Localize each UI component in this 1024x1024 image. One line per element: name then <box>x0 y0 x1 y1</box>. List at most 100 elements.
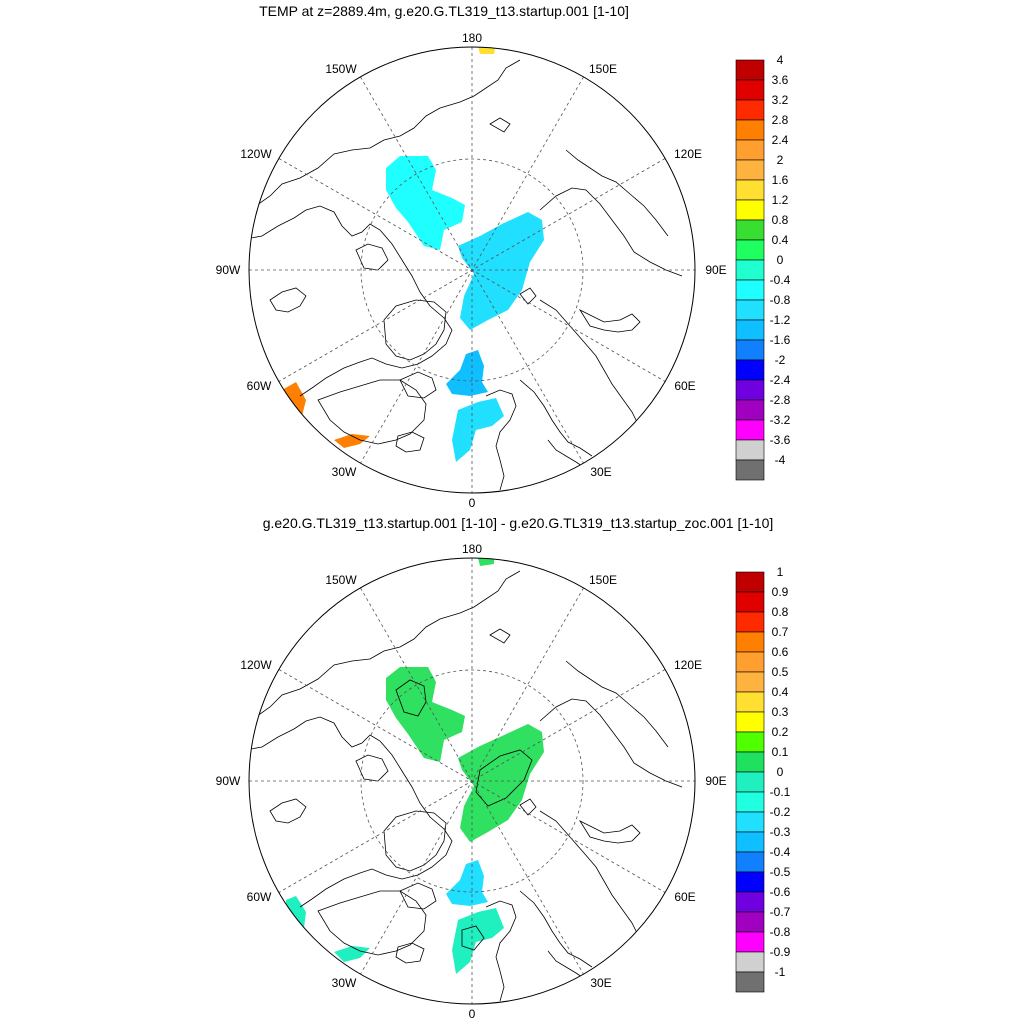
colorbar-label: 3.6 <box>772 73 789 87</box>
colorbar-swatch <box>735 59 765 81</box>
colorbar-label: -1.2 <box>770 313 791 327</box>
colorbar-swatch <box>735 239 765 261</box>
lon-label-90w: 90W <box>216 774 241 788</box>
colorbar-label: 3.2 <box>772 93 789 107</box>
colorbar-label: -0.4 <box>770 273 791 287</box>
colorbar-swatch <box>735 399 765 421</box>
lon-label-0: 0 <box>469 496 476 510</box>
lon-label-150e: 150E <box>589 62 617 76</box>
panel-1: TEMP at z=2889.4m, g.e20.G.TL319_t13.sta… <box>216 3 791 510</box>
colorbar-swatch <box>735 139 765 161</box>
colorbar-swatch <box>735 299 765 321</box>
colorbar-swatch <box>735 751 765 773</box>
colorbar-swatch <box>735 439 765 461</box>
colorbar-swatch <box>735 711 765 733</box>
colorbar-swatch <box>735 179 765 201</box>
colorbar-swatch <box>735 259 765 281</box>
colorbar-label: -0.7 <box>770 905 791 919</box>
bering-patch-1 <box>478 47 496 54</box>
colorbar-label: -3.6 <box>770 433 791 447</box>
lon-label-90e: 90E <box>705 263 726 277</box>
panel-2-boundary <box>248 557 696 1005</box>
colorbar-label: -4 <box>775 453 786 467</box>
colorbar-swatch <box>735 459 765 481</box>
colorbar-swatch <box>735 591 765 613</box>
colorbar-label: 0 <box>777 253 784 267</box>
panel-1-colorbar: 4 3.6 3.2 2.8 2.4 2 1.6 1.2 0.8 0.4 0 -0.4 -0.8 -1.2 -… <box>735 53 791 481</box>
colorbar-label: 0.8 <box>772 213 789 227</box>
colorbar-label: -0.2 <box>770 805 791 819</box>
colorbar-label: -0.6 <box>770 885 791 899</box>
north-atlantic-patch-1 <box>334 434 370 448</box>
colorbar-swatch <box>735 319 765 341</box>
graticule-1 <box>249 47 695 493</box>
lon-label-30e: 30E <box>590 465 611 479</box>
colorbar-swatch <box>735 339 765 361</box>
lon-label-180: 180 <box>462 31 482 45</box>
colorbar-label: 1.6 <box>772 173 789 187</box>
panel-1-title: TEMP at z=2889.4m, g.e20.G.TL319_t13.sta… <box>259 3 629 19</box>
colorbar-swatch <box>735 851 765 873</box>
lon-label-30e: 30E <box>590 976 611 990</box>
colorbar-label: 0.5 <box>772 665 789 679</box>
colorbar-swatch <box>735 159 765 181</box>
colorbar-swatch <box>735 811 765 833</box>
panel-1-boundary <box>248 46 696 494</box>
lon-label-60e: 60E <box>674 379 695 393</box>
colorbar-label: -2.4 <box>770 373 791 387</box>
colorbar-label: 0.6 <box>772 645 789 659</box>
colorbar-label: 0.4 <box>772 685 789 699</box>
colorbar-swatch <box>735 119 765 141</box>
panel-2-colorbar: 1 0.9 0.8 0.7 0.6 0.5 0.4 0.3 0.2 0.1 0 -0.1 -0.2 -0.… <box>735 565 791 993</box>
colorbar-swatch <box>735 691 765 713</box>
lon-label-120w: 120W <box>240 147 272 161</box>
colorbar-label: 0 <box>777 765 784 779</box>
colorbar-label: 0.9 <box>772 585 789 599</box>
greenland-sea-patch-1 <box>446 350 488 396</box>
colorbar-swatch <box>735 731 765 753</box>
colorbar-swatch <box>735 911 765 933</box>
colorbar-label: 0.1 <box>772 745 789 759</box>
colorbar-label: 1.2 <box>772 193 789 207</box>
greenland-sea-patch-2 <box>446 860 488 906</box>
colorbar-swatch <box>735 951 765 973</box>
colorbar-label: -0.9 <box>770 945 791 959</box>
lon-label-60e: 60E <box>674 890 695 904</box>
colorbar-swatch <box>735 671 765 693</box>
coastlines-2 <box>249 570 683 1002</box>
colorbar-swatch <box>735 219 765 241</box>
labrador-patch-2 <box>286 896 306 930</box>
lon-label-180: 180 <box>462 542 482 556</box>
colorbar-label: -3.2 <box>770 413 791 427</box>
colorbar-label: -0.8 <box>770 293 791 307</box>
colorbar-label: 0.8 <box>772 605 789 619</box>
colorbar-label: -0.4 <box>770 845 791 859</box>
colorbar-swatch <box>735 971 765 993</box>
graticule-2 <box>249 558 695 1004</box>
colorbar-label: -2.8 <box>770 393 791 407</box>
colorbar-swatch <box>735 199 765 221</box>
colorbar-label: 0.3 <box>772 705 789 719</box>
central-arctic-patch-2 <box>458 724 544 842</box>
lon-label-90e: 90E <box>705 774 726 788</box>
colorbar-label: 2.4 <box>772 133 789 147</box>
colorbar-swatch <box>735 99 765 121</box>
panel-2: g.e20.G.TL319_t13.startup.001 [1-10] - g… <box>216 515 791 1021</box>
lon-label-120w: 120W <box>240 658 272 672</box>
lon-label-150w: 150W <box>325 62 357 76</box>
lon-label-150w: 150W <box>325 573 357 587</box>
colorbar-swatch <box>735 651 765 673</box>
colorbar-label: -1.6 <box>770 333 791 347</box>
colorbar-swatch <box>735 279 765 301</box>
colorbar-swatch <box>735 571 765 593</box>
colorbar-label: 4 <box>777 53 784 67</box>
lon-label-150e: 150E <box>589 573 617 587</box>
colorbar-label: -0.3 <box>770 825 791 839</box>
north-atlantic-patch-2 <box>334 946 370 962</box>
colorbar-label: 1 <box>777 565 784 579</box>
colorbar-swatch <box>735 891 765 913</box>
colorbar-label: -1 <box>775 965 786 979</box>
lon-label-60w: 60W <box>247 379 272 393</box>
nordic-seas-patch-2 <box>452 908 504 974</box>
